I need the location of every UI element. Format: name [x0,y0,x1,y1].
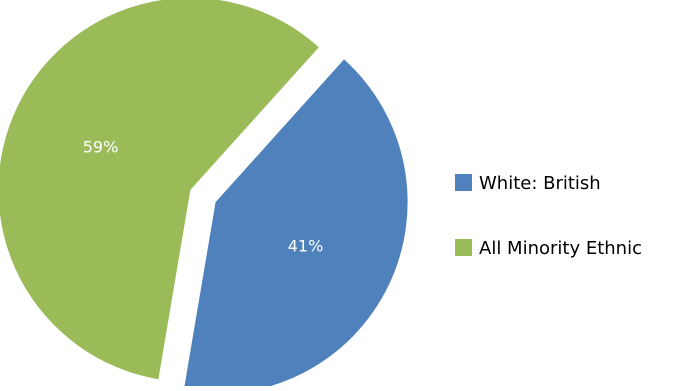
slice-data-labels: 41% 59% [83,137,324,255]
legend-swatch [455,239,472,256]
slice-data-label: 41% [288,237,324,256]
legend-label: White: British [479,173,601,194]
legend: White: British All Minority Ethnic [455,173,642,259]
pie-slice-white-british [183,59,408,391]
legend-swatch [455,174,472,191]
pie-slices [0,0,408,391]
legend-label: All Minority Ethnic [479,238,642,259]
pie-slice-all-minority-ethnic [0,0,319,380]
slice-data-label: 59% [83,137,119,156]
